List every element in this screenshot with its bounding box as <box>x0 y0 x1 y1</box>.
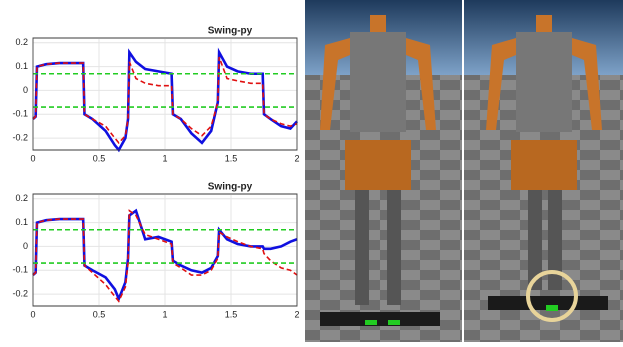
x-tick-label: 0 <box>30 153 35 163</box>
y-tick-label: 0 <box>23 85 28 95</box>
x-tick-label: 0.5 <box>93 309 106 319</box>
x-tick-label: 2 <box>294 309 299 319</box>
y-tick-label: 0 <box>23 241 28 251</box>
figure: -0.2 -0.1 0 0.1 0.2 0 0.5 1 1.5 2 Swing-py -0.2 -0.1… <box>0 0 623 342</box>
y-tick-label: -0.2 <box>12 132 28 142</box>
x-tick-label: 1.5 <box>225 153 238 163</box>
render-left <box>305 0 462 342</box>
y-tick-label: -0.1 <box>12 265 28 275</box>
y-tick-label: 0.1 <box>15 61 28 71</box>
x-tick-label: 1.5 <box>225 309 238 319</box>
render-right <box>464 0 623 342</box>
y-tick-label: 0.1 <box>15 217 28 227</box>
page: -0.2 -0.1 0 0.1 0.2 0 0.5 1 1.5 2 Swing-py -0.2 -0.1… <box>0 0 623 342</box>
y-tick-label: -0.2 <box>12 288 28 298</box>
x-tick-label: 1 <box>162 153 167 163</box>
x-tick-label: 0 <box>30 309 35 319</box>
y-tick-label: 0.2 <box>15 37 28 47</box>
x-tick-label: 0.5 <box>93 153 106 163</box>
chart-title: Swing-py <box>208 26 253 37</box>
chart-title: Swing-py <box>208 182 253 193</box>
x-tick-label: 1 <box>162 309 167 319</box>
x-tick-label: 2 <box>294 153 299 163</box>
y-tick-label: -0.1 <box>12 109 28 119</box>
y-tick-label: 0.2 <box>15 193 28 203</box>
